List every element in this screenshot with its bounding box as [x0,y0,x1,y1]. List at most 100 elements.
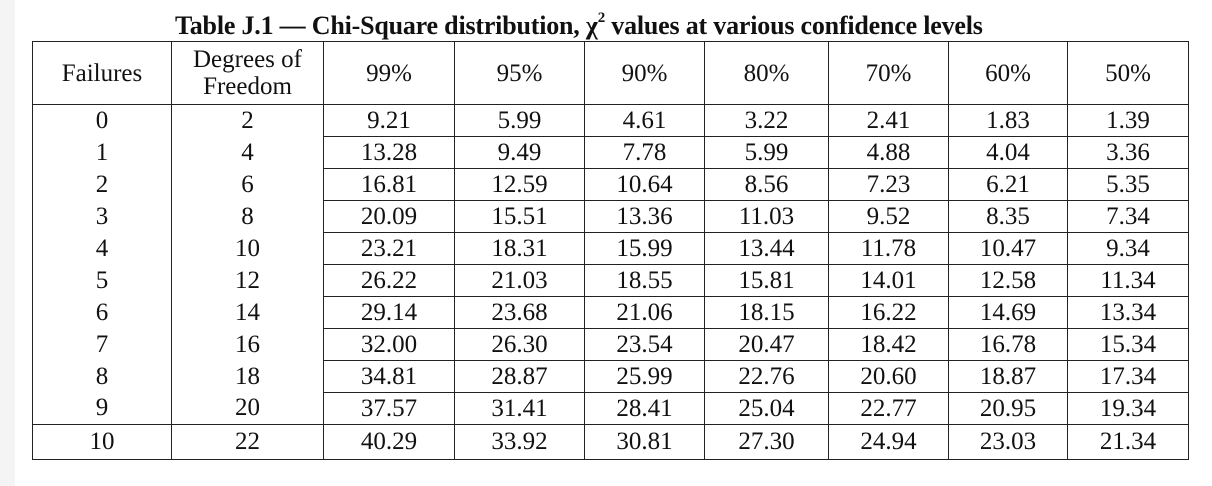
value-cell: 11.03 [704,200,829,233]
value-cell: 28.87 [454,360,585,393]
header-level-90: 90% [584,41,705,105]
value-cell: 32.00 [323,328,455,361]
table-row: 0 2 9.21 5.99 4.61 3.22 2.41 1.83 1.39 [32,104,1189,137]
value-cell: 37.57 [323,392,455,425]
table-title-superscript: 2 [597,10,606,26]
table-row: 2 6 16.81 12.59 10.64 8.56 7.23 6.21 5.35 [32,168,1189,201]
document-page: Table J.1 — Chi-Square distribution, χ2 … [15,0,1212,486]
value-cell: 31.41 [454,392,585,425]
value-cell: 18.31 [454,232,585,265]
value-cell: 33.92 [454,424,585,460]
dof-cell: 14 [171,296,324,329]
value-cell: 20.60 [828,360,949,393]
value-cell: 7.78 [584,136,705,169]
dof-cell: 4 [171,136,324,169]
value-cell: 13.36 [584,200,705,233]
dof-cell: 2 [171,104,324,137]
header-row: Failures Degrees of Freedom 99% 95% 90% 8… [32,41,1189,105]
value-cell: 23.68 [454,296,585,329]
value-cell: 27.30 [704,424,829,460]
table-row: 3 8 20.09 15.51 13.36 11.03 9.52 8.35 7.34 [32,200,1189,233]
dof-cell: 20 [171,392,324,425]
value-cell: 24.94 [828,424,949,460]
value-cell: 16.81 [323,168,455,201]
value-cell: 18.15 [704,296,829,329]
header-failures: Failures [32,41,172,105]
value-cell: 30.81 [584,424,705,460]
table-title-prefix: Table J.1 — Chi-Square distribution, χ [175,11,598,40]
table-row: 1 4 13.28 9.49 7.78 5.99 4.88 4.04 3.36 [32,136,1189,169]
dof-cell: 6 [171,168,324,201]
failures-cell: 2 [32,168,172,201]
value-cell: 18.42 [828,328,949,361]
table-body: 0 2 9.21 5.99 4.61 3.22 2.41 1.83 1.39 1 4 13.28 9.4… [32,104,1189,460]
value-cell: 23.21 [323,232,455,265]
value-cell: 13.34 [1067,296,1189,329]
dof-cell: 22 [171,424,324,460]
value-cell: 16.78 [948,328,1068,361]
dof-cell: 10 [171,232,324,265]
value-cell: 3.22 [704,104,829,137]
header-level-60: 60% [948,41,1068,105]
value-cell: 2.41 [828,104,949,137]
value-cell: 15.51 [454,200,585,233]
value-cell: 22.77 [828,392,949,425]
header-level-95: 95% [454,41,585,105]
value-cell: 13.28 [323,136,455,169]
value-cell: 9.34 [1067,232,1189,265]
value-cell: 40.29 [323,424,455,460]
value-cell: 34.81 [323,360,455,393]
value-cell: 26.22 [323,264,455,297]
value-cell: 13.44 [704,232,829,265]
failures-cell: 0 [32,104,172,137]
header-level-99: 99% [323,41,455,105]
header-degrees-line2: Freedom [203,73,292,100]
value-cell: 8.56 [704,168,829,201]
failures-cell: 5 [32,264,172,297]
value-cell: 18.55 [584,264,705,297]
value-cell: 18.87 [948,360,1068,393]
failures-cell: 7 [32,328,172,361]
value-cell: 7.34 [1067,200,1189,233]
value-cell: 15.34 [1067,328,1189,361]
value-cell: 4.61 [584,104,705,137]
value-cell: 20.09 [323,200,455,233]
value-cell: 9.21 [323,104,455,137]
table-row: 8 18 34.81 28.87 25.99 22.76 20.60 18.87 17.34 [32,360,1189,393]
value-cell: 10.47 [948,232,1068,265]
table-row: 9 20 37.57 31.41 28.41 25.04 22.77 20.95 19.34 [32,392,1189,425]
failures-cell: 10 [32,424,172,460]
value-cell: 28.41 [584,392,705,425]
value-cell: 23.03 [948,424,1068,460]
failures-cell: 4 [32,232,172,265]
value-cell: 4.88 [828,136,949,169]
dof-cell: 12 [171,264,324,297]
table-row: 6 14 29.14 23.68 21.06 18.15 16.22 14.69 13.34 [32,296,1189,329]
header-degrees-line1: Degrees of [193,46,302,73]
table-row: 7 16 32.00 26.30 23.54 20.47 18.42 16.78 15.34 [32,328,1189,361]
value-cell: 8.35 [948,200,1068,233]
value-cell: 21.03 [454,264,585,297]
value-cell: 22.76 [704,360,829,393]
failures-cell: 9 [32,392,172,425]
value-cell: 20.47 [704,328,829,361]
value-cell: 1.39 [1067,104,1189,137]
value-cell: 9.52 [828,200,949,233]
value-cell: 10.64 [584,168,705,201]
table-row: 5 12 26.22 21.03 18.55 15.81 14.01 12.58 11.34 [32,264,1189,297]
value-cell: 7.23 [828,168,949,201]
value-cell: 20.95 [948,392,1068,425]
value-cell: 12.59 [454,168,585,201]
header-level-50: 50% [1067,41,1189,105]
table-title: Table J.1 — Chi-Square distribution, χ2 … [175,10,983,42]
header-level-70: 70% [828,41,949,105]
value-cell: 23.54 [584,328,705,361]
failures-cell: 8 [32,360,172,393]
dof-cell: 8 [171,200,324,233]
dof-cell: 18 [171,360,324,393]
value-cell: 5.99 [704,136,829,169]
header-degrees-of-freedom: Degrees of Freedom [171,41,324,105]
value-cell: 6.21 [948,168,1068,201]
value-cell: 25.04 [704,392,829,425]
table-title-suffix: values at various confidence levels [605,11,983,40]
